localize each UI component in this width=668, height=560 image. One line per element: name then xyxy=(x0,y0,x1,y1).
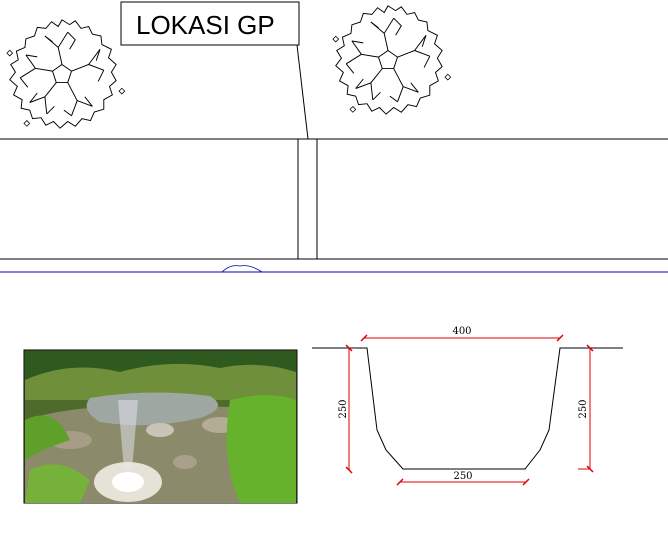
callout-label: LOKASI GP xyxy=(136,10,275,40)
dim-top-width: 400 xyxy=(452,326,471,337)
channel-cross-section: 400 250 250 250 xyxy=(312,326,623,486)
callout-box xyxy=(120,1,300,46)
dim-right-depth: 250 xyxy=(578,399,589,418)
gp-location-marker xyxy=(297,138,318,260)
site-photo-stream xyxy=(23,349,298,504)
small-feature-symbol xyxy=(221,265,263,273)
dim-bottom-width: 250 xyxy=(453,471,472,482)
plan-view xyxy=(0,138,668,273)
channel-profile xyxy=(312,347,623,470)
tree-symbol-left xyxy=(6,19,126,129)
dim-left-depth: 250 xyxy=(338,399,349,418)
tree-symbol-right xyxy=(332,5,452,115)
location-callout: LOKASI GP xyxy=(120,1,309,140)
callout-leader xyxy=(296,44,309,140)
